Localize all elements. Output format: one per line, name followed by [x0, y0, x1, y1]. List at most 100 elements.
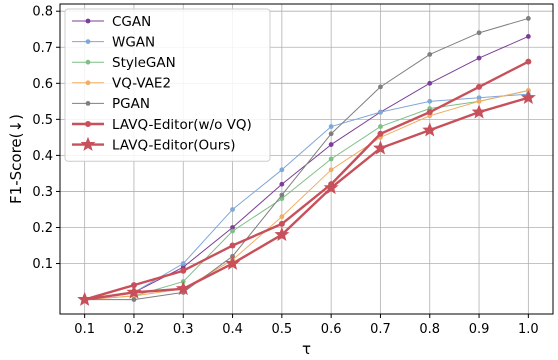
x-tick-label: 0.5 [272, 322, 293, 337]
legend-dot-marker [85, 18, 91, 24]
data-point [279, 192, 285, 198]
y-axis-title: F1-Score(↓) [7, 114, 25, 204]
legend: CGAN WGAN StyleGAN VQ-VAE2 PGAN LAVQ-Editor(w… [64, 8, 271, 162]
data-point [131, 297, 137, 302]
data-point-star [225, 255, 241, 270]
data-point [476, 98, 482, 104]
data-point [476, 30, 482, 36]
data-point [377, 130, 384, 137]
legend-dot-marker [85, 59, 91, 65]
y-tick-label: 0.3 [32, 185, 53, 200]
y-tick-label: 0.7 [32, 41, 53, 56]
series-line [84, 90, 529, 301]
x-tick-label: 0.8 [419, 322, 440, 337]
data-point [279, 214, 285, 220]
data-point-star [175, 280, 191, 296]
data-point-star [274, 226, 290, 242]
plot-frame [59, 3, 554, 315]
data-point-star [471, 104, 487, 119]
data-point [427, 80, 433, 86]
legend-item: PGAN [72, 96, 150, 112]
legend-dot-marker [85, 101, 91, 106]
legend-dot-marker [85, 121, 91, 127]
x-tick-label: 0.2 [124, 322, 145, 337]
data-point [278, 220, 285, 227]
data-point [328, 156, 334, 162]
y-axis-ticks: 0.1 0.2 0.3 0.4 0.5 0.6 0.7 0.8 [32, 5, 60, 272]
x-axis-title: τ [302, 340, 311, 358]
legend-item: LAVQ-Editor(Ours) [72, 136, 236, 153]
data-point [230, 228, 235, 234]
data-point [230, 225, 235, 230]
data-point [328, 142, 334, 147]
x-tick-label: 0.1 [74, 322, 95, 337]
legend-star-marker [80, 136, 96, 151]
x-axis-ticks: 0.1 0.2 0.3 0.4 0.5 0.6 0.7 0.8 0.9 1.0 [74, 314, 539, 337]
data-point [279, 196, 285, 202]
data-point [525, 16, 531, 21]
legend-item: WGAN [72, 34, 155, 50]
x-tick-label: 0.6 [321, 322, 342, 337]
y-tick-label: 0.4 [32, 149, 53, 164]
data-point [378, 84, 383, 90]
series-layer [77, 16, 536, 306]
data-point [476, 55, 482, 61]
data-point-star [372, 140, 388, 155]
legend-item: LAVQ-Editor(w/o VQ) [72, 117, 252, 133]
y-tick-label: 0.5 [32, 113, 53, 128]
data-point [525, 34, 531, 39]
x-tick-label: 0.3 [173, 322, 194, 337]
series-line [84, 60, 529, 301]
series-lavq-editor-w-o-vq [81, 58, 532, 303]
series-line [84, 90, 529, 301]
legend-dot-marker [85, 39, 91, 44]
legend-label: LAVQ-Editor(Ours) [112, 137, 236, 153]
data-point [180, 267, 187, 274]
x-tick-label: 0.7 [370, 322, 391, 337]
x-tick-label: 0.4 [222, 322, 243, 337]
y-tick-label: 0.1 [32, 257, 53, 272]
data-point [328, 131, 334, 137]
legend-item: CGAN [72, 14, 151, 30]
data-point [378, 124, 383, 129]
legend-item: StyleGAN [72, 55, 176, 71]
series-lavq-editor-ours [77, 89, 536, 306]
legend-label: LAVQ-Editor(w/o VQ) [112, 117, 252, 133]
data-point [180, 261, 186, 266]
series-line [84, 17, 529, 301]
data-point-star [126, 284, 142, 299]
grid-lines [60, 4, 553, 314]
data-point [426, 109, 433, 116]
legend-label: VQ-VAE2 [112, 76, 171, 92]
data-point [229, 242, 236, 249]
legend-box [64, 8, 271, 162]
data-point [525, 58, 532, 65]
y-tick-label: 0.2 [32, 221, 53, 236]
legend-dot-marker [85, 80, 91, 86]
data-point-star [77, 291, 93, 306]
data-point-star [323, 180, 339, 195]
legend-label: StyleGAN [112, 55, 176, 71]
series-line [84, 96, 529, 301]
data-point [427, 98, 433, 104]
x-tick-label: 0.9 [469, 322, 490, 337]
data-point-star [520, 89, 536, 105]
data-point [230, 207, 235, 212]
x-tick-label: 1.0 [518, 322, 539, 337]
data-point [328, 124, 334, 129]
y-tick-label: 0.6 [32, 77, 53, 92]
y-tick-label: 0.8 [32, 5, 53, 20]
data-point [476, 83, 483, 90]
legend-label: CGAN [112, 14, 151, 30]
data-point [378, 109, 383, 115]
legend-label: WGAN [112, 34, 155, 50]
data-point [476, 95, 482, 101]
data-point [328, 167, 334, 173]
data-point [279, 167, 285, 173]
legend-label: PGAN [112, 96, 150, 112]
data-point-star [422, 122, 438, 137]
data-point [427, 52, 433, 57]
data-point [279, 181, 285, 187]
legend-item: VQ-VAE2 [72, 76, 171, 92]
